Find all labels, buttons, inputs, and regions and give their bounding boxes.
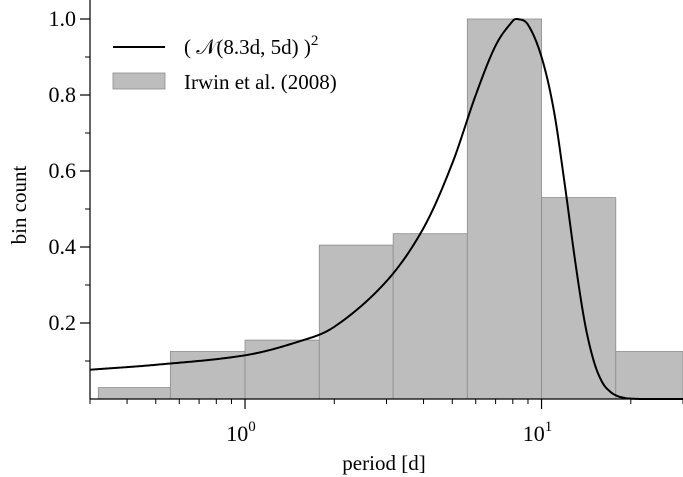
histogram-bar-5 (392, 233, 468, 400)
y-axis-title: bin count (7, 165, 31, 244)
y-tick-label-1: 0.2 (49, 310, 77, 335)
histogram-bar-3 (244, 339, 320, 400)
y-tick-label-3: 0.6 (49, 158, 77, 183)
histogram-bar-4 (318, 244, 394, 400)
y-tick-label-4: 0.8 (49, 82, 77, 107)
x-tick-label-1: 100 (226, 419, 256, 446)
legend-curve-label: ( 𝒩(8.3d, 5d) )2 (184, 33, 318, 59)
curve-layer (89, 18, 683, 400)
histogram-bar-1 (97, 387, 171, 400)
histogram-bars (97, 18, 683, 400)
histogram-bar-2 (169, 351, 246, 400)
legend-histogram-swatch (112, 72, 166, 90)
histogram-bar-6 (466, 18, 542, 400)
legend-histogram-label: Irwin et al. (2008) (184, 70, 337, 94)
x-ticks: 100 101 (89, 399, 683, 446)
y-tick-label-2: 0.4 (49, 234, 77, 259)
y-tick-label-5: 1.0 (49, 6, 77, 31)
gaussian-curve (89, 18, 683, 400)
legend: ( 𝒩(8.3d, 5d) )2 Irwin et al. (2008) (112, 33, 337, 94)
x-axis-title: period [d] (342, 451, 425, 475)
histogram-bar-8 (615, 351, 683, 400)
histogram-bar-7 (541, 197, 617, 400)
y-ticks: 0.2 0.4 0.6 0.8 1.0 (49, 6, 90, 362)
x-tick-label-2: 101 (523, 419, 553, 446)
